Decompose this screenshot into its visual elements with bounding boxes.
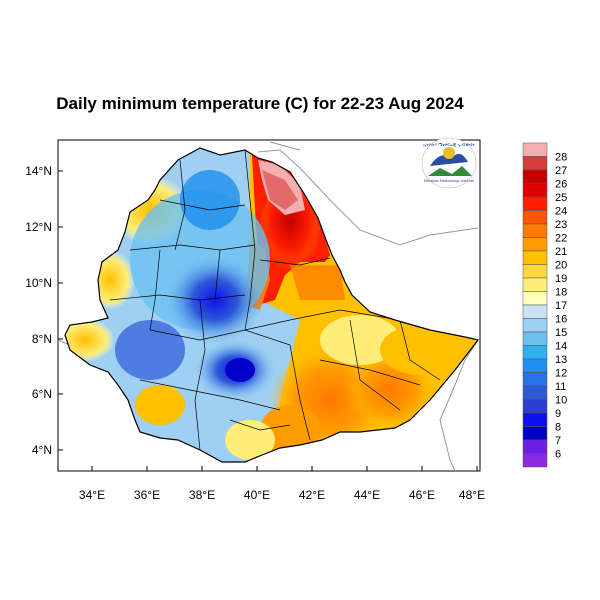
- colorbar-swatch: [522, 453, 548, 468]
- colorbar-label: 7: [555, 435, 561, 447]
- colorbar-label: 11: [555, 381, 566, 393]
- colorbar-swatch: [522, 372, 548, 387]
- colorbar-label: 18: [555, 287, 567, 299]
- lon-tick-label: 38°E: [189, 488, 215, 502]
- lat-tick-label: 14°N: [25, 164, 52, 178]
- colorbar-swatch: [522, 399, 548, 414]
- lon-axis: 34°E 36°E 38°E 40°E 42°E 44°E 46°E 48°E: [79, 466, 485, 502]
- colorbar-label: 22: [555, 233, 567, 245]
- colorbar-swatch: [522, 318, 548, 333]
- logo-text-bottom: Ethiopian Meteorology Institute: [424, 179, 474, 183]
- lat-tick-label: 10°N: [25, 276, 52, 290]
- colorbar-swatch: [522, 196, 548, 211]
- lon-tick-label: 34°E: [79, 488, 105, 502]
- lon-tick-label: 48°E: [459, 488, 485, 502]
- lon-tick-label: 40°E: [244, 488, 270, 502]
- lon-tick-label: 46°E: [409, 488, 435, 502]
- colorbar-swatch: [522, 183, 548, 198]
- colorbar-label: 14: [555, 341, 567, 353]
- colorbar-label: 9: [555, 408, 561, 420]
- colorbar-label: 13: [555, 354, 567, 366]
- lat-tick-label: 12°N: [25, 220, 52, 234]
- lon-tick-label: 44°E: [354, 488, 380, 502]
- colorbar-swatch: [522, 358, 548, 373]
- colorbar-label: 26: [555, 179, 567, 191]
- colorbar-swatch: [522, 304, 548, 319]
- map-title: Daily minimum temperature (C) for 22-23 …: [56, 94, 464, 113]
- colorbar-swatch: [522, 264, 548, 279]
- colorbar-swatch: [522, 385, 548, 400]
- colorbar-swatch: [522, 250, 548, 265]
- colorbar-swatch: [522, 169, 548, 184]
- colorbar-label: 23: [555, 219, 567, 231]
- admin-borders: [109, 149, 441, 451]
- institute-logo: ኢትዮጵያ ሜቴዎሮሎጂ ኢንስቲትዩት Ethiopian Meteorolo…: [421, 137, 477, 189]
- lat-tick-label: 6°N: [32, 387, 52, 401]
- colorbar-swatch: [522, 237, 548, 252]
- lat-axis: 14°N 12°N 10°N 8°N 6°N 4°N: [25, 164, 63, 457]
- lon-tick-label: 36°E: [134, 488, 160, 502]
- colorbar-label: 24: [555, 206, 567, 218]
- lat-tick-label: 4°N: [32, 443, 52, 457]
- colorbar-swatch: [522, 291, 548, 306]
- colorbar-swatch: [522, 210, 548, 225]
- colorbar-swatch: [522, 223, 548, 238]
- colorbar-swatch: [522, 156, 548, 171]
- colorbar-swatch: [522, 331, 548, 346]
- colorbar-label: 12: [555, 368, 567, 380]
- colorbar-label: 20: [555, 260, 567, 272]
- colorbar-label: 17: [555, 300, 567, 312]
- colorbar-label: 19: [555, 273, 567, 285]
- colorbar-label: 25: [555, 192, 567, 204]
- colorbar-label: 6: [555, 449, 561, 461]
- colorbar-label: 10: [555, 395, 567, 407]
- colorbar-swatch: [522, 426, 548, 441]
- colorbar-swatch: [522, 439, 548, 454]
- country-outline: [64, 147, 480, 463]
- colorbar-swatch: [522, 277, 548, 292]
- logo-text-top: ኢትዮጵያ ሜቴዎሮሎጂ ኢንስቲትዩት: [423, 142, 475, 147]
- colorbar-swatch: [522, 412, 548, 427]
- colorbar-swatch: [522, 142, 548, 157]
- colorbar-label: 8: [555, 422, 561, 434]
- colorbar-swatch: [522, 345, 548, 360]
- colorbar-label: 21: [555, 246, 567, 258]
- colorbar-label: 28: [555, 152, 567, 164]
- lon-tick-label: 42°E: [299, 488, 325, 502]
- colorbar-label: 16: [555, 314, 567, 326]
- colorbar-label: 27: [555, 165, 567, 177]
- colorbar-label: 15: [555, 327, 567, 339]
- lat-tick-label: 8°N: [32, 332, 52, 346]
